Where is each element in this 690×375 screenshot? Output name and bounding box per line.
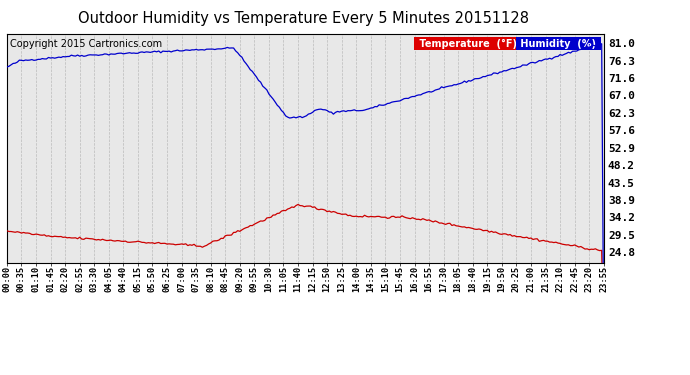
Text: Temperature  (°F): Temperature (°F)	[416, 39, 520, 49]
Text: Outdoor Humidity vs Temperature Every 5 Minutes 20151128: Outdoor Humidity vs Temperature Every 5 …	[78, 11, 529, 26]
Text: Copyright 2015 Cartronics.com: Copyright 2015 Cartronics.com	[10, 39, 162, 50]
Text: Humidity  (%): Humidity (%)	[518, 39, 600, 49]
